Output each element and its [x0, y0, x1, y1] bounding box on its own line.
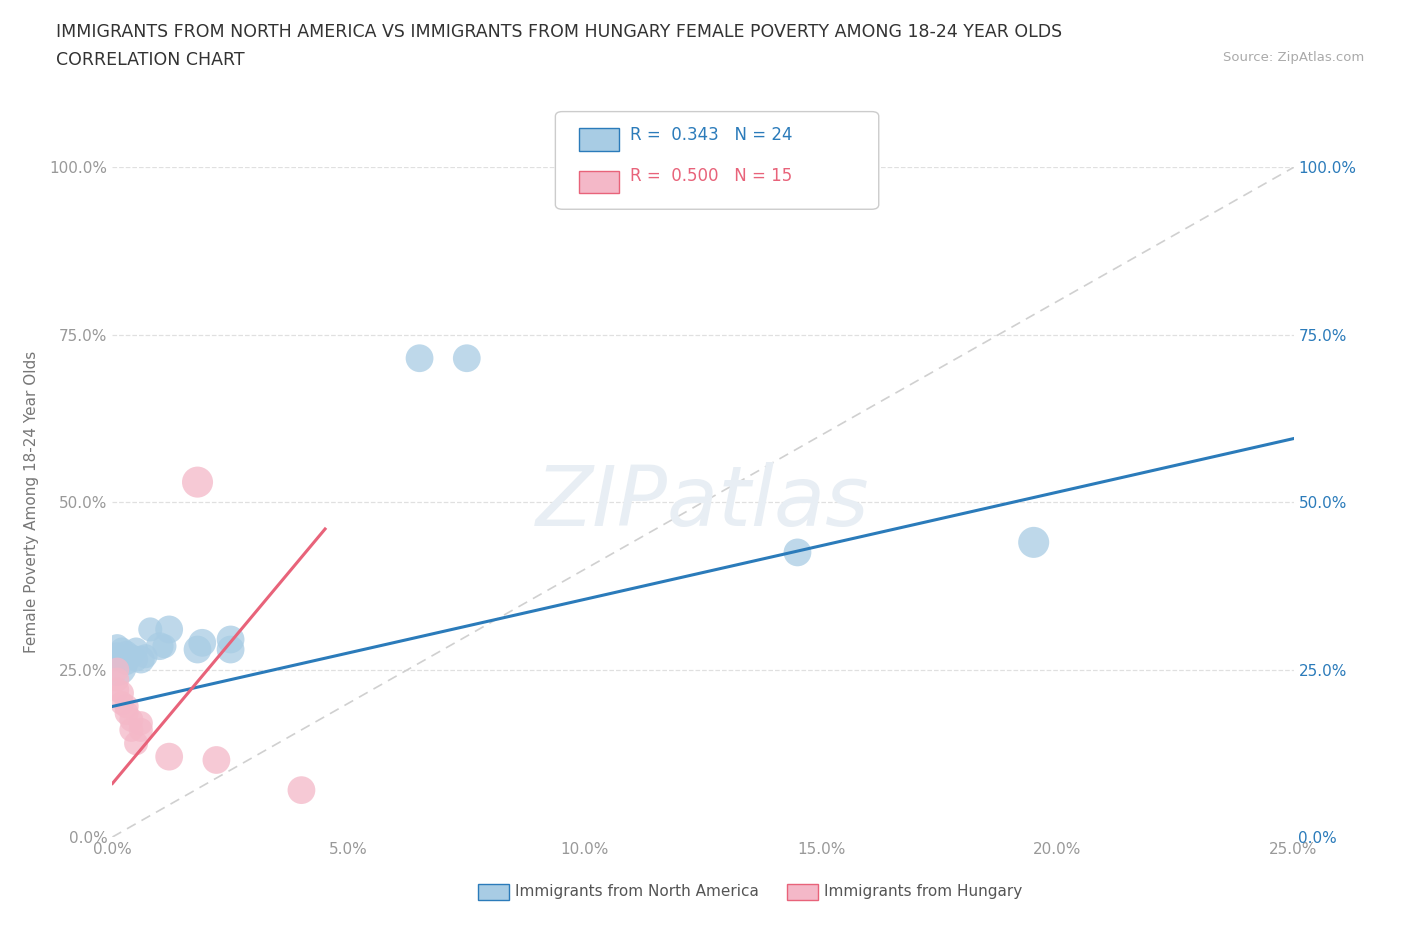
- Point: [186, 474, 208, 489]
- Point: [105, 658, 128, 673]
- Point: [129, 723, 152, 737]
- Point: [1022, 535, 1045, 550]
- Point: [105, 683, 128, 698]
- Point: [115, 656, 138, 671]
- Point: [290, 783, 312, 798]
- Point: [111, 685, 134, 700]
- Point: [157, 750, 180, 764]
- Point: [786, 545, 808, 560]
- Text: R =  0.343   N = 24: R = 0.343 N = 24: [630, 126, 793, 143]
- Point: [120, 723, 142, 737]
- Point: [219, 632, 242, 647]
- Text: Immigrants from North America: Immigrants from North America: [515, 884, 758, 899]
- Point: [191, 635, 214, 650]
- Point: [149, 639, 172, 654]
- Point: [129, 716, 152, 731]
- Point: [219, 642, 242, 657]
- Point: [157, 622, 180, 637]
- Point: [125, 736, 148, 751]
- Point: [105, 662, 128, 677]
- Point: [111, 696, 134, 711]
- Point: [408, 351, 430, 365]
- Point: [105, 672, 128, 687]
- Point: [105, 649, 128, 664]
- Point: [139, 622, 162, 637]
- Point: [125, 642, 148, 657]
- Point: [111, 652, 134, 667]
- Point: [115, 645, 138, 660]
- Point: [456, 351, 478, 365]
- Point: [125, 652, 148, 667]
- Point: [205, 752, 228, 767]
- Y-axis label: Female Poverty Among 18-24 Year Olds: Female Poverty Among 18-24 Year Olds: [24, 352, 38, 654]
- Point: [186, 642, 208, 657]
- Text: R =  0.500   N = 15: R = 0.500 N = 15: [630, 167, 792, 185]
- Point: [120, 649, 142, 664]
- Text: Immigrants from Hungary: Immigrants from Hungary: [824, 884, 1022, 899]
- Point: [135, 649, 157, 664]
- Point: [111, 642, 134, 657]
- Point: [115, 699, 138, 714]
- Point: [105, 639, 128, 654]
- Point: [153, 639, 176, 654]
- Text: Source: ZipAtlas.com: Source: ZipAtlas.com: [1223, 51, 1364, 64]
- Text: IMMIGRANTS FROM NORTH AMERICA VS IMMIGRANTS FROM HUNGARY FEMALE POVERTY AMONG 18: IMMIGRANTS FROM NORTH AMERICA VS IMMIGRA…: [56, 23, 1063, 41]
- Point: [129, 652, 152, 667]
- Point: [115, 706, 138, 721]
- Text: ZIPatlas: ZIPatlas: [536, 461, 870, 543]
- Text: CORRELATION CHART: CORRELATION CHART: [56, 51, 245, 69]
- Point: [120, 712, 142, 727]
